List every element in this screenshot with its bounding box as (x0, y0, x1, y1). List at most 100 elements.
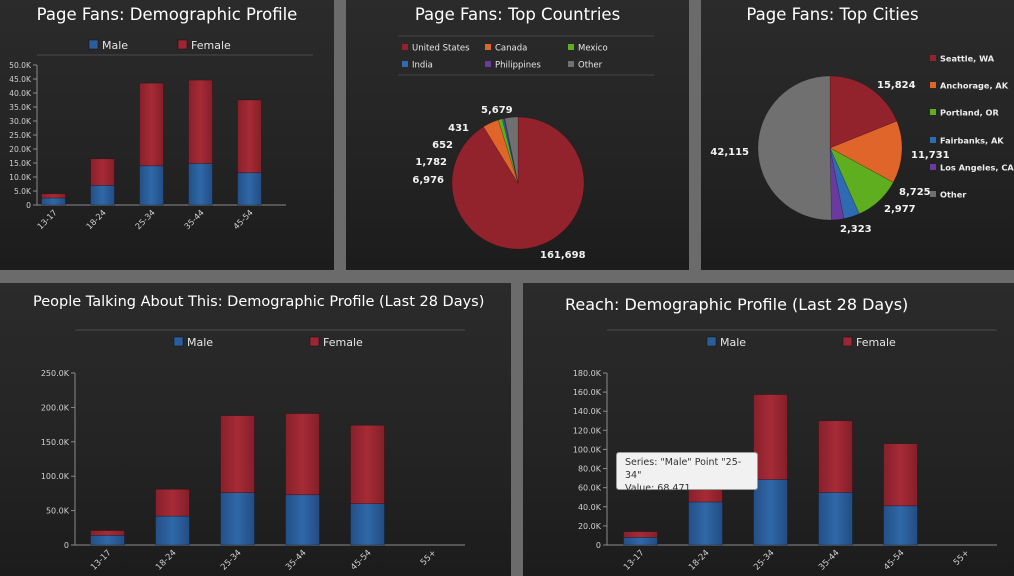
bar-female-13-17 (41, 193, 66, 199)
bar-male-13-17 (90, 535, 125, 546)
pie-data-label: 161,698 (540, 250, 586, 261)
x-tick-label: 35-44 (284, 548, 309, 573)
pie-data-label: 8,725 (899, 187, 931, 198)
pie-slice-portland-or (829, 147, 894, 215)
legend-swatch (930, 82, 936, 88)
y-tick-label: 20.0K (9, 145, 32, 154)
pie-data-label: 15,824 (877, 80, 916, 91)
y-tick-label: 0 (64, 541, 69, 550)
legend-label-female: Female (856, 336, 896, 349)
legend-label-female: Female (191, 39, 231, 52)
bar-female-45-54 (237, 99, 262, 174)
panel-reach: Reach: Demographic Profile (Last 28 Days… (523, 283, 1014, 576)
tooltip-value-line: Value: 68,471 (625, 483, 691, 494)
legend-swatch (568, 44, 574, 50)
bar-male-25-34 (139, 165, 164, 206)
pie-slice-other (757, 75, 832, 221)
bar-female-35-44 (285, 413, 320, 496)
legend-swatch (568, 61, 574, 67)
legend-swatch-female (177, 39, 188, 50)
legend-label: Philippines (495, 61, 541, 71)
y-tick-label: 250.0K (41, 369, 70, 378)
bar-female-18-24 (90, 158, 115, 186)
pie-slice-los-angeles-ca (829, 147, 845, 221)
bar-female-35-44 (188, 79, 213, 164)
reach-chart: Male Female 0 20.0K 40.0K 60.0K 80.0K 100.0K 120… (573, 329, 997, 573)
legend-swatch-female (842, 336, 853, 347)
bar-male-13-17 (623, 537, 658, 546)
y-tick-label: 160.0K (573, 388, 602, 397)
legend-swatch (402, 44, 408, 50)
y-tick-label: 25.0K (9, 131, 32, 140)
legend-swatch (930, 137, 936, 143)
chart-title: People Talking About This: Demographic P… (33, 294, 485, 310)
y-tick-label: 50.0K (9, 61, 32, 70)
panel-fans-demographic: Page Fans: Demographic Profile Male Femal… (0, 0, 334, 270)
legend-label: United States (412, 44, 470, 54)
legend-label: Other (578, 61, 603, 71)
x-tick-label: 45-54 (882, 548, 907, 573)
chart-title: Reach: Demographic Profile (Last 28 Days… (565, 295, 909, 314)
y-tick-label: 120.0K (573, 426, 602, 435)
legend-swatch (930, 55, 936, 61)
legend-swatch (402, 61, 408, 67)
legend-label: Other (940, 190, 967, 200)
y-tick-label: 60.0K (578, 484, 602, 493)
y-tick-label: 100.0K (573, 445, 602, 454)
legend-label-male: Male (102, 39, 128, 52)
pie-slice-fairbanks-ak (829, 147, 860, 219)
legend-swatch-male (88, 39, 99, 50)
legend-swatch-female (309, 336, 320, 347)
pie-slice-anchorage-ak (829, 120, 903, 183)
panel-top-countries: Page Fans: Top Countries United States Ca… (346, 0, 689, 270)
bar-male-35-44 (188, 163, 213, 206)
y-tick-label: 40.0K (578, 503, 602, 512)
chart-title: Page Fans: Top Countries (414, 5, 621, 24)
x-tick-label: 35-44 (817, 548, 842, 573)
y-tick-label: 200.0K (41, 403, 70, 412)
x-tick-label: 35-44 (182, 207, 206, 231)
top-cities-chart: Seattle, WA Anchorage, AK Portland, OR Fair… (710, 54, 1014, 236)
pie-data-label: 5,679 (481, 105, 513, 116)
bar-male-18-24 (90, 185, 115, 206)
y-tick-label: 40.0K (9, 89, 32, 98)
bar-female-18-24 (155, 488, 190, 517)
legend-swatch (930, 164, 936, 170)
bar-male-18-24 (688, 501, 723, 546)
x-tick-label: 25-34 (133, 207, 157, 231)
y-tick-label: 140.0K (573, 407, 602, 416)
y-tick-label: 150.0K (41, 438, 70, 447)
legend-swatch-male (173, 336, 184, 347)
x-tick-label: 13-17 (89, 548, 114, 573)
legend-label: Los Angeles, CA (940, 163, 1014, 173)
pie-data-label: 6,976 (412, 175, 444, 186)
pie-slice-united-states (451, 116, 585, 250)
pie-slice-seattle-wa (829, 75, 898, 149)
x-tick-label: 18-24 (84, 207, 108, 231)
x-tick-label: 45-54 (349, 548, 374, 573)
y-tick-label: 180.0K (573, 369, 602, 378)
chart-title: Page Fans: Top Cities (746, 5, 919, 24)
bar-female-25-34 (220, 415, 255, 494)
y-tick-label: 0 (26, 201, 31, 210)
x-tick-label: 13-17 (622, 548, 647, 573)
x-tick-label: 18-24 (687, 548, 712, 573)
chart-title: Page Fans: Demographic Profile (36, 5, 298, 24)
legend-label: Fairbanks, AK (940, 136, 1004, 146)
bar-male-45-54 (350, 503, 385, 546)
legend-swatch (930, 109, 936, 115)
x-tick-label: 18-24 (154, 548, 179, 573)
legend-swatch (930, 191, 936, 197)
y-tick-label: 35.0K (9, 103, 32, 112)
y-tick-label: 15.0K (9, 159, 32, 168)
chart-tooltip: Series: "Male" Point "25-34" Value: 68,4… (616, 452, 758, 494)
pie-data-label: 431 (448, 123, 469, 134)
x-tick-label: 45-54 (231, 207, 255, 231)
y-tick-label: 5.0K (14, 187, 32, 196)
y-tick-label: 0 (596, 541, 601, 550)
bar-female-35-44 (818, 420, 853, 493)
bar-female-25-34 (753, 394, 788, 480)
y-tick-label: 80.0K (578, 465, 602, 474)
legend-label: Canada (495, 44, 527, 54)
pie-slice-mexico (497, 118, 519, 184)
